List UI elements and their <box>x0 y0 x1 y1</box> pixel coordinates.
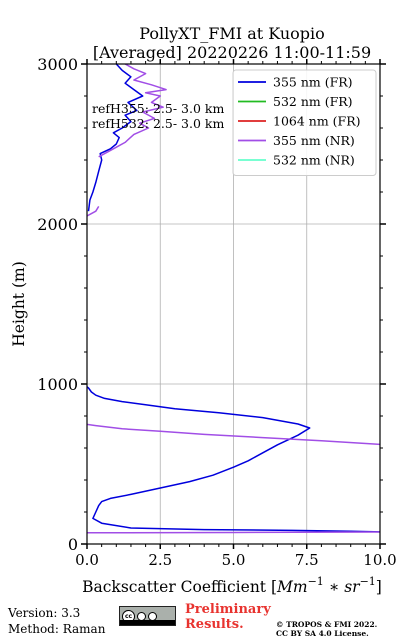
y-axis-label: Height (m) <box>10 261 28 347</box>
cc-license-badge: cc <box>119 606 176 626</box>
x-tick-label: 7.5 <box>295 551 319 569</box>
x-tick-label: 10.0 <box>363 551 396 569</box>
preliminary-line-2: Results. <box>185 617 244 632</box>
copyright-note: © TROPOS & FMI 2022. CC BY SA 4.0 Licens… <box>276 620 396 638</box>
legend-label: 1064 nm (FR) <box>273 114 361 129</box>
series-line <box>87 206 100 217</box>
y-tick-label: 2000 <box>37 215 78 234</box>
x-tick-label: 5.0 <box>222 551 246 569</box>
cc-badge-band <box>120 620 175 625</box>
backscatter-chart: 0.0 2.5 5.0 7.5 10.0 0 1000 2000 3000 PollyXT_FM… <box>10 24 397 596</box>
preliminary-line-1: Preliminary <box>185 602 271 617</box>
y-tick-label: 3000 <box>37 55 78 74</box>
chart-title: PollyXT_FMI at Kuopio <box>139 24 325 43</box>
ref-height-annotation-532: refH532: 2.5- 3.0 km <box>92 116 224 131</box>
legend-label: 355 nm (FR) <box>273 75 353 90</box>
legend-label: 532 nm (FR) <box>273 94 353 109</box>
series-line <box>87 385 380 533</box>
legend-box <box>232 69 377 176</box>
version-label: Version: 3.3 <box>8 606 81 620</box>
preliminary-results-note: Preliminary Results. <box>185 602 280 632</box>
x-tick-label: 0.0 <box>75 551 99 569</box>
legend: 355 nm (FR) 532 nm (FR) 1064 nm (FR) 355 nm… <box>232 69 377 176</box>
copyright-line-1: © TROPOS & FMI 2022. <box>276 620 378 629</box>
legend-label: 355 nm (NR) <box>273 133 355 148</box>
x-tick-label: 2.5 <box>148 551 172 569</box>
series-line <box>87 531 380 534</box>
copyright-line-2: CC BY SA 4.0 License. <box>276 629 369 638</box>
y-tick-label: 0 <box>68 535 78 554</box>
axes: 0.0 2.5 5.0 7.5 10.0 0 1000 2000 3000 <box>37 55 396 569</box>
chart-subtitle: [Averaged] 20220226 11:00-11:59 <box>93 43 371 62</box>
data-lines <box>87 64 380 534</box>
series-line <box>98 64 167 158</box>
legend-label: 532 nm (NR) <box>273 153 355 168</box>
y-tick-label: 1000 <box>37 375 78 394</box>
series-line <box>87 64 144 212</box>
method-label: Method: Raman <box>8 622 106 636</box>
x-axis-label: Backscatter Coefficient [Mm−1 ∗ sr−1] <box>82 575 382 596</box>
ref-height-annotation-355: refH355: 2.5- 3.0 km <box>92 101 224 116</box>
series-line <box>87 423 380 446</box>
